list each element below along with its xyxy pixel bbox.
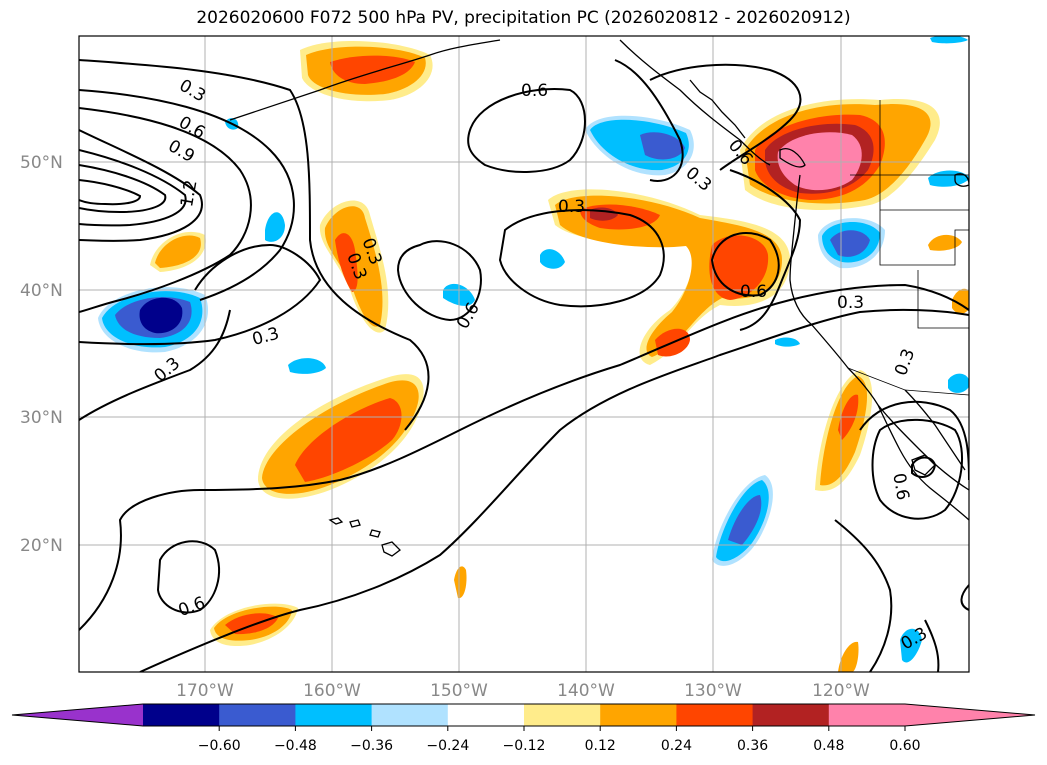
colorbar-tick-label: 0.60	[889, 738, 920, 754]
coastlines	[229, 39, 969, 557]
map-frame	[78, 35, 970, 673]
colorbar-tick-label: −0.12	[503, 738, 546, 754]
colorbar-outline	[11, 703, 1036, 727]
map-title: 2026020600 F072 500 hPa PV, precipitatio…	[196, 8, 851, 28]
colorbar-segment	[676, 704, 754, 726]
lon-label: 140°W	[557, 681, 615, 701]
lon-label: 160°W	[303, 681, 361, 701]
longitude-labels: 170°W 160°W 150°W 140°W 130°W 120°W	[176, 681, 870, 701]
contour-label: 1.2	[177, 179, 201, 209]
colorbar-extend-min	[12, 704, 143, 726]
pv-contours	[79, 59, 969, 672]
precip-negative	[98, 36, 969, 663]
colorbar-segment	[752, 704, 830, 726]
colorbar-tick-label: 0.24	[661, 738, 692, 754]
contour-label: 0.6	[740, 282, 767, 302]
colorbar-ticks: −0.60 −0.48 −0.36 −0.24 −0.12 0.12 0.24 0.36 0.4…	[198, 726, 921, 754]
colorbar-tick-label: −0.48	[274, 738, 317, 754]
colorbar-extend-max	[905, 704, 1035, 726]
lon-label: 150°W	[430, 681, 488, 701]
colorbar-tick-label: 0.12	[585, 738, 616, 754]
contour-label: 0.3	[837, 293, 864, 313]
colorbar-segment	[524, 704, 601, 726]
contour-label: 0.6	[521, 81, 548, 101]
colorbar	[11, 703, 1036, 727]
colorbar-segment	[371, 704, 449, 726]
lat-label: 30°N	[20, 408, 63, 428]
lon-label: 130°W	[684, 681, 742, 701]
contour-label: 0.6	[888, 472, 912, 502]
latitude-labels: 50°N 40°N 30°N 20°N	[20, 153, 63, 556]
lat-label: 20°N	[20, 536, 63, 556]
colorbar-tick-label: 0.36	[737, 738, 768, 754]
colorbar-segment	[219, 704, 296, 726]
colorbar-segment	[143, 704, 220, 726]
lat-label: 40°N	[20, 281, 63, 301]
precip-positive-small	[150, 200, 969, 672]
lon-label: 120°W	[812, 681, 870, 701]
colorbar-tick-label: −0.36	[350, 738, 393, 754]
colorbar-tick-label: −0.60	[198, 738, 241, 754]
colorbar-tick-label: −0.24	[426, 738, 469, 754]
contour-label: 0.3	[558, 197, 585, 217]
colorbar-segment	[828, 704, 906, 726]
lon-label: 170°W	[176, 681, 234, 701]
colorbar-segment	[295, 704, 373, 726]
colorbar-segment	[600, 704, 677, 726]
precip-positive-alaska	[300, 40, 433, 102]
precip-positive-central-pacific	[258, 374, 424, 499]
lat-label: 50°N	[20, 153, 63, 173]
colorbar-segment	[447, 704, 525, 726]
colorbar-tick-label: 0.48	[813, 738, 844, 754]
